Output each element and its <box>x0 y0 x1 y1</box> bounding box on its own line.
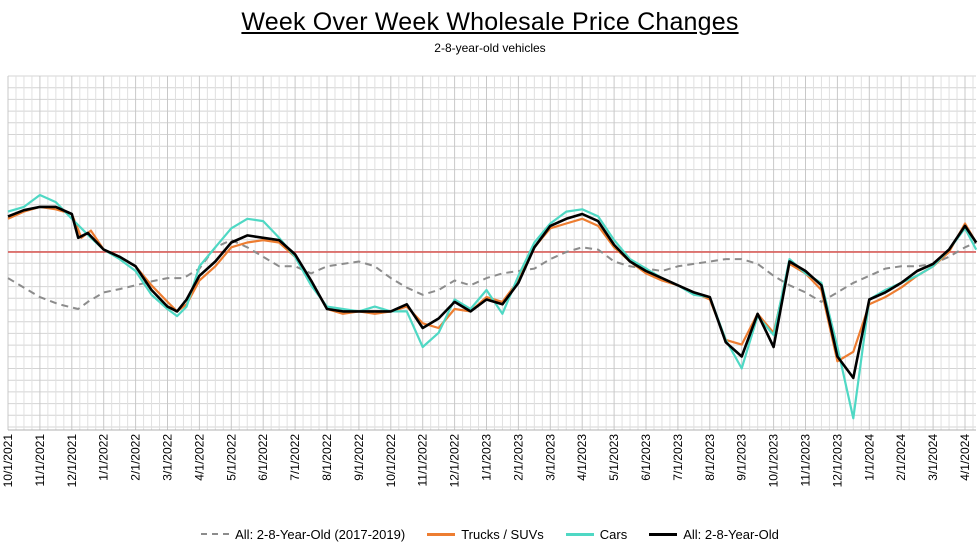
x-tick-label: 5/1/2022 <box>224 434 238 481</box>
legend-label-trucks: Trucks / SUVs <box>461 526 544 542</box>
legend-swatch-cars <box>565 532 594 536</box>
legend-item-cars: Cars <box>565 526 628 542</box>
x-tick-label: 2/1/2023 <box>511 434 525 481</box>
legend-swatch-trucks <box>427 532 456 536</box>
legend-swatch-baseline <box>201 533 230 535</box>
grid-lines <box>7 75 976 431</box>
x-axis-ticks: 10/1/2021 11/1/2021 12/1/2021 1/1/2022 2/1/2… <box>1 434 972 488</box>
x-tick-label: 4/1/2022 <box>192 434 206 481</box>
x-tick-label: 3/1/2023 <box>543 434 557 481</box>
legend-label-all: All: 2-8-Year-Old <box>683 526 779 542</box>
x-tick-label: 9/1/2022 <box>352 434 366 481</box>
x-tick-label: 9/1/2023 <box>735 434 749 481</box>
x-tick-label: 3/1/2022 <box>161 434 175 481</box>
x-tick-label: 10/1/2021 <box>1 434 15 488</box>
legend-item-baseline: All: 2-8-Year-Old (2017-2019) <box>201 527 405 542</box>
x-tick-label: 1/1/2023 <box>480 434 494 481</box>
legend-swatch-all <box>649 532 678 536</box>
legend-label-cars: Cars <box>599 526 628 542</box>
x-tick-label: 7/1/2022 <box>288 434 302 481</box>
x-tick-label: 12/1/2021 <box>65 434 79 488</box>
x-tick-label: 3/1/2024 <box>926 434 940 481</box>
legend-item-all: All: 2-8-Year-Old <box>649 527 779 542</box>
x-tick-label: 4/1/2023 <box>575 434 589 481</box>
legend-item-trucks: Trucks / SUVs <box>427 527 544 542</box>
x-tick-label: 2/1/2022 <box>129 434 143 481</box>
x-tick-label: 8/1/2022 <box>320 434 334 481</box>
chart-title: Week Over Week Wholesale Price Changes <box>241 8 739 36</box>
series-lines <box>7 193 978 420</box>
x-tick-label: 11/1/2023 <box>799 434 813 487</box>
legend-label-baseline: All: 2-8-Year-Old (2017-2019) <box>235 526 406 542</box>
x-tick-label: 7/1/2023 <box>671 434 685 481</box>
x-tick-label: 5/1/2023 <box>607 434 621 481</box>
all-2-8-year-old-line <box>7 205 978 380</box>
x-tick-label: 6/1/2022 <box>256 434 270 481</box>
x-tick-label: 1/1/2024 <box>862 434 876 481</box>
line-chart: 10/1/2021 11/1/2021 12/1/2021 1/1/2022 2/1/2… <box>1 75 978 488</box>
trucks-suvs-line <box>7 205 978 363</box>
x-tick-label: 10/1/2023 <box>767 434 781 488</box>
x-tick-label: 11/1/2021 <box>33 434 47 487</box>
x-tick-label: 12/1/2022 <box>448 434 462 488</box>
legend: All: 2-8-Year-Old (2017-2019) Trucks / S… <box>0 522 980 546</box>
x-tick-label: 11/1/2022 <box>416 434 430 487</box>
x-tick-label: 4/1/2024 <box>958 434 972 481</box>
x-tick-label: 2/1/2024 <box>894 434 908 481</box>
x-tick-label: 1/1/2022 <box>97 434 111 481</box>
x-tick-label: 8/1/2023 <box>703 434 717 481</box>
x-tick-label: 12/1/2023 <box>830 434 844 488</box>
x-tick-label: 10/1/2022 <box>384 434 398 488</box>
chart-subtitle: 2-8-year-old vehicles <box>434 41 546 55</box>
x-tick-label: 6/1/2023 <box>639 434 653 481</box>
